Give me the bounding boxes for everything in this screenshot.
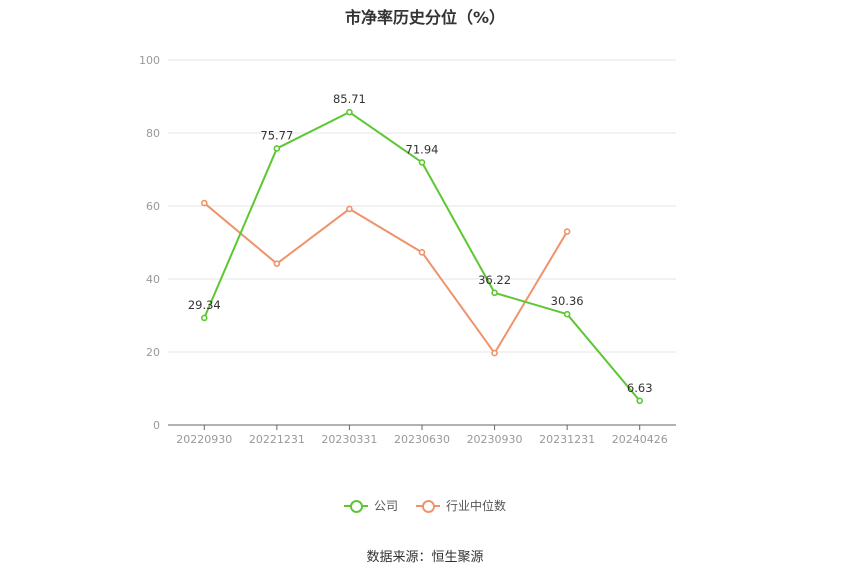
data-label: 75.77 (260, 128, 293, 142)
series-company (200, 108, 644, 405)
y-tick-label: 0 (153, 419, 160, 432)
series-line (203, 202, 569, 355)
data-source: 数据来源：恒生聚源 (366, 550, 484, 565)
data-label: 30.36 (551, 294, 584, 308)
series-layer (200, 108, 644, 405)
legend-industry-marker (416, 499, 440, 513)
y-tick-label: 20 (146, 346, 160, 359)
series-industry-median (200, 199, 571, 357)
data-point[interactable] (491, 349, 498, 357)
y-tick-label: 100 (139, 54, 160, 67)
x-tick-label: 20230331 (321, 433, 377, 446)
data-point[interactable] (418, 159, 426, 166)
data-point[interactable] (563, 310, 571, 318)
data-point[interactable] (418, 249, 426, 256)
data-point[interactable] (200, 314, 208, 322)
y-axis-ticks: 0 20 40 60 80 100 (139, 54, 160, 432)
y-tick-label: 60 (146, 200, 160, 213)
x-tick-label: 20220930 (176, 433, 232, 446)
legend-industry-label: 行业中位数 (446, 499, 507, 513)
x-tick-label: 20221231 (249, 433, 305, 446)
x-tick-label: 20230930 (467, 433, 523, 446)
x-tick-label: 20240426 (612, 433, 668, 446)
data-label: 85.71 (333, 92, 366, 106)
chart-title: 市净率历史分位（%） (344, 8, 506, 27)
data-point[interactable] (491, 289, 498, 297)
legend-item-company[interactable]: 公司 (343, 497, 398, 514)
data-point[interactable] (563, 228, 571, 235)
legend-company-label: 公司 (373, 499, 398, 513)
data-point[interactable] (636, 397, 644, 405)
x-tick-label: 20231231 (539, 433, 595, 446)
y-tick-label: 80 (146, 127, 160, 140)
grid-lines (168, 59, 676, 353)
x-tick-label: 20230630 (394, 433, 450, 446)
y-tick-label: 40 (146, 273, 160, 286)
data-point[interactable] (346, 205, 353, 213)
data-point[interactable] (273, 260, 281, 267)
data-label: 71.94 (406, 142, 439, 156)
data-label: 6.63 (627, 381, 653, 395)
x-axis-ticks: 20220930 20221231 20230331 20230630 20230930… (176, 425, 668, 446)
data-point[interactable] (200, 199, 208, 207)
data-point[interactable] (273, 145, 281, 152)
data-label: 29.34 (188, 298, 221, 312)
data-labels: 29.34 75.77 85.71 71.94 36.22 30.36 6.63 (188, 92, 653, 395)
legend-item-industry-median[interactable]: 行业中位数 (416, 497, 506, 514)
data-point[interactable] (346, 108, 353, 116)
data-label: 36.22 (478, 273, 511, 287)
legend: 公司 行业中位数 (0, 497, 850, 514)
legend-company-marker (343, 499, 368, 513)
